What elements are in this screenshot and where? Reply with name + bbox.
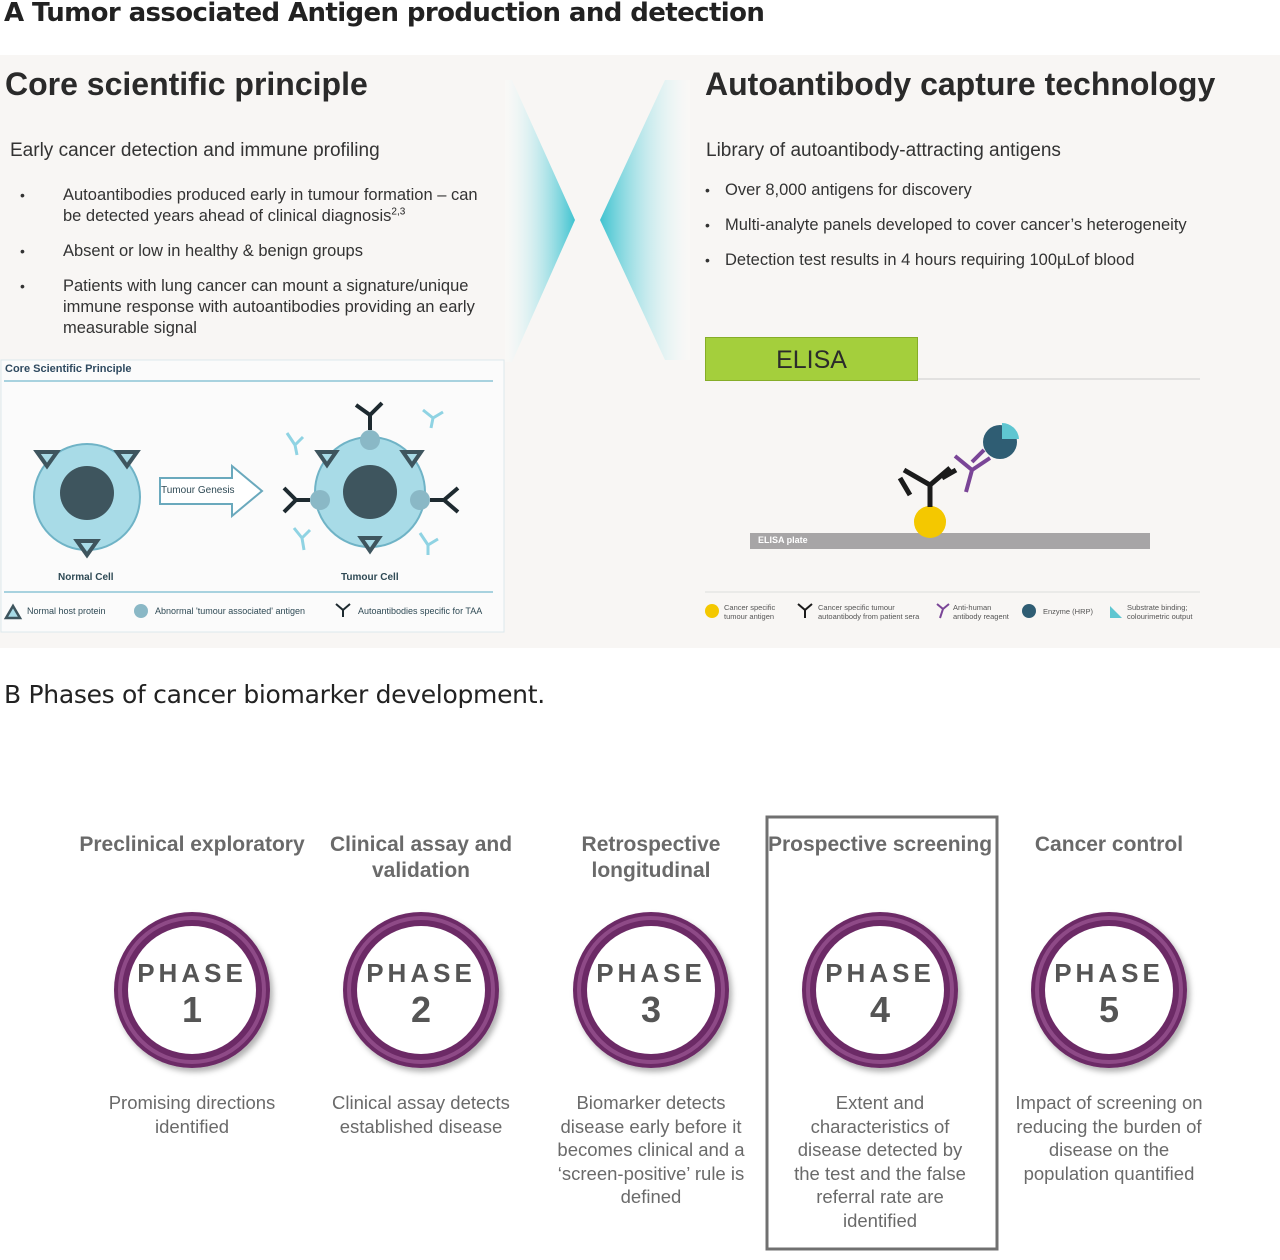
- highlight-box: [765, 815, 999, 1251]
- phase-title: Preclinical exploratory: [79, 833, 305, 856]
- phase-number: 1: [182, 989, 202, 1030]
- autoantibodies: [282, 401, 460, 514]
- bullet-text: Autoantibodies produced early in tumour …: [63, 186, 478, 225]
- bullet-text: Detection test results in 4 hours requir…: [725, 251, 1135, 269]
- phase-description: Biomarker detects disease early before i…: [557, 1092, 745, 1207]
- chevron-right: [600, 80, 690, 360]
- slide-title: Autoantibody capture technology: [705, 66, 1216, 102]
- bullet-item: • Autoantibodies produced early in tumour…: [20, 185, 500, 227]
- tumour-antigen: [914, 506, 946, 538]
- legend-icon: [3, 603, 23, 620]
- phase-face: [816, 926, 944, 1054]
- bullet-item: • Over 8,000 antigens for discovery: [705, 180, 1265, 201]
- plate-label: ELISA plate: [758, 535, 808, 545]
- slide-subtitle: Early cancer detection and immune profil…: [10, 140, 380, 161]
- phase-title: Cancer control: [1034, 833, 1184, 856]
- superscript: 2,3: [391, 206, 406, 218]
- arrow-label: Tumour Genesis: [161, 485, 235, 496]
- phase-description: Clinical assay detects established disea…: [332, 1092, 510, 1137]
- free-antibodies: [285, 408, 444, 555]
- legend-icon: [1022, 604, 1036, 618]
- phase-description: Impact of screening on reducing the burd…: [1015, 1092, 1203, 1184]
- phase-title: Clinical assay and validation: [329, 833, 513, 882]
- elisa-plate: [750, 533, 1150, 549]
- legend-icon: [797, 603, 813, 618]
- phase-ring-highlight: [118, 916, 266, 1064]
- phase-word: PHASE: [137, 958, 247, 988]
- bullet-dot: •: [705, 182, 710, 198]
- bullet-text: Absent or low in healthy & benign groups: [63, 242, 363, 260]
- legend-label: Autoantibodies specific for TAA: [358, 606, 483, 616]
- phase-face: [1045, 926, 1173, 1054]
- bullet-item: • Patients with lung cancer can mount a s…: [20, 276, 500, 339]
- phase-face: [587, 926, 715, 1054]
- legend-label: Normal host protein: [27, 606, 106, 616]
- phase-word: PHASE: [825, 958, 935, 988]
- phase-description: Promising directions identified: [108, 1092, 276, 1137]
- phase-number: 4: [870, 989, 890, 1030]
- bullet-item: • Detection test results in 4 hours requi…: [705, 250, 1265, 271]
- bullet-text: Multi-analyte panels developed to cover …: [725, 216, 1187, 234]
- phase-ring-highlight: [1035, 916, 1183, 1064]
- phase-title: Retrospective longitudinal: [581, 833, 721, 882]
- legend-icon: [335, 603, 351, 617]
- panel-heading: B Phases of cancer biomarker development…: [4, 680, 545, 709]
- bullet-text: Patients with lung cancer can mount a si…: [63, 277, 475, 337]
- slide-subtitle: Library of autoantibody-attracting antig…: [706, 140, 1061, 161]
- phase-description: Extent and characteristics of disease de…: [794, 1092, 966, 1231]
- phase-word: PHASE: [366, 958, 476, 988]
- substrate: [1002, 422, 1019, 439]
- bullet-item: • Absent or low in healthy & benign group…: [20, 241, 500, 262]
- slide-title: Core scientific principle: [5, 66, 368, 102]
- bullet-list: • Over 8,000 antigens for discovery • Multi…: [705, 180, 1265, 285]
- phase-ring-highlight: [577, 916, 725, 1064]
- phase-face: [357, 926, 485, 1054]
- legend-label: Substrate binding; colourimetric output: [1127, 603, 1193, 621]
- legend-label: Anti-human antibody reagent: [953, 603, 1009, 621]
- legend-icon: [1110, 606, 1122, 618]
- chevron-left: [505, 80, 575, 362]
- bullet-dot: •: [20, 187, 25, 203]
- autoantibody: [897, 466, 958, 507]
- phase-number: 5: [1099, 989, 1119, 1030]
- bullet-dot: •: [20, 278, 25, 294]
- bullet-item: • Multi-analyte panels developed to cover…: [705, 215, 1265, 236]
- cell-label: Tumour Cell: [341, 572, 399, 583]
- bullet-text: Over 8,000 antigens for discovery: [725, 181, 972, 199]
- legend-icon: [705, 604, 719, 618]
- tumour-antigens: [310, 430, 430, 510]
- legend-icon: [936, 603, 950, 619]
- bullet-dot: •: [20, 243, 25, 259]
- panel-heading: A Tumor associated Antigen production an…: [4, 0, 765, 28]
- phase-title: Prospective screening: [767, 833, 993, 856]
- arrow: [159, 463, 264, 519]
- host-proteins: [314, 450, 425, 555]
- phase-word: PHASE: [1054, 958, 1164, 988]
- legend-label: Cancer specific tumour antigen: [724, 603, 776, 621]
- diagram-title: Core Scientific Principle: [5, 363, 132, 375]
- legend-label: Enzyme (HRP): [1043, 607, 1094, 616]
- phase-word: PHASE: [596, 958, 706, 988]
- legend-label: Abnormal 'tumour associated' antigen: [155, 606, 306, 616]
- host-proteins: [33, 450, 141, 559]
- elisa-label: ELISA: [705, 337, 918, 381]
- anti-human-antibody: [953, 448, 992, 493]
- legend-icon: [134, 604, 148, 618]
- bullet-dot: •: [705, 217, 710, 233]
- nucleus: [343, 465, 397, 519]
- phase-ring-highlight: [806, 916, 954, 1064]
- phase-number: 2: [411, 989, 431, 1030]
- bullet-list: • Autoantibodies produced early in tumour…: [20, 185, 500, 353]
- phase-ring-highlight: [347, 916, 495, 1064]
- phase-face: [128, 926, 256, 1054]
- legend-label: Cancer specific tumour autoantibody from…: [818, 603, 920, 621]
- bullet-dot: •: [705, 252, 710, 268]
- nucleus: [60, 466, 114, 520]
- cell-label: Normal Cell: [58, 572, 114, 583]
- phase-number: 3: [641, 989, 661, 1030]
